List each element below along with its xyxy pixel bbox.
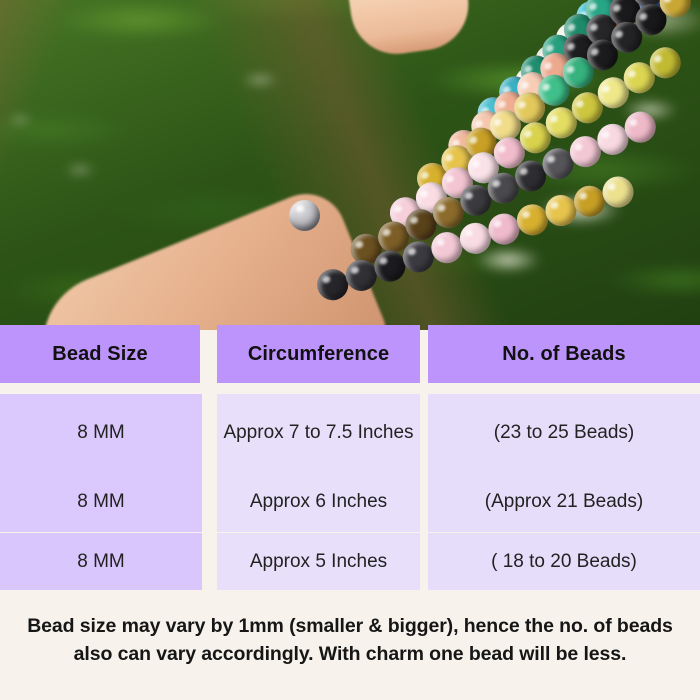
disclaimer-note: Bead size may vary by 1mm (smaller & big… (27, 615, 673, 666)
cell-bead-size: 8 MM (0, 533, 202, 590)
cell-no-of-beads: (Approx 21 Beads) (428, 472, 700, 532)
cell-bead-size: 8 MM (0, 394, 202, 472)
cell-bead-size: 8 MM (0, 472, 202, 532)
size-chart-table: Bead Size Circumference No. of Beads 8 M… (0, 325, 700, 590)
table-header-row: Bead Size Circumference No. of Beads (0, 325, 700, 383)
column-header-no-of-beads: No. of Beads (428, 325, 700, 383)
table-body: 8 MM Approx 7 to 7.5 Inches (23 to 25 Be… (0, 394, 700, 590)
cell-no-of-beads: ( 18 to 20 Beads) (428, 533, 700, 590)
cell-circumference: Approx 5 Inches (217, 533, 420, 590)
column-header-circumference: Circumference (217, 325, 420, 383)
cell-circumference: Approx 7 to 7.5 Inches (217, 394, 420, 472)
buddha-charm-bead (289, 200, 320, 231)
column-header-bead-size: Bead Size (0, 325, 200, 383)
cell-circumference: Approx 6 Inches (217, 472, 420, 532)
bracelet-stack (0, 0, 700, 330)
product-photo (0, 0, 700, 330)
cell-no-of-beads: (23 to 25 Beads) (428, 394, 700, 472)
